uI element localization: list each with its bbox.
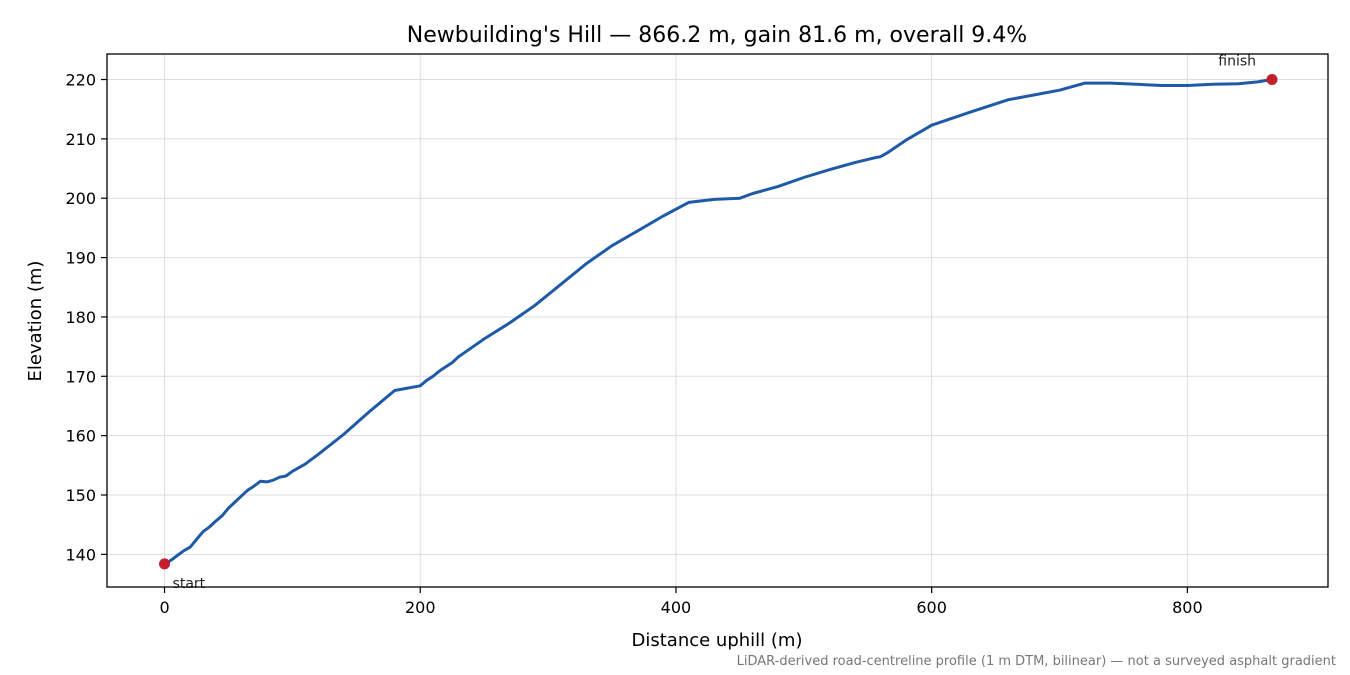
y-tick-label: 140: [65, 545, 96, 564]
y-tick-label: 190: [65, 249, 96, 268]
y-tick-label: 180: [65, 308, 96, 327]
series-layer: [163, 78, 1274, 566]
x-tick-label: 400: [661, 598, 692, 617]
y-tick-label: 200: [65, 189, 96, 208]
start-marker: [159, 558, 171, 570]
x-tick-label: 200: [405, 598, 436, 617]
x-tick-label: 0: [159, 598, 169, 617]
elevation-profile-line: [163, 78, 1274, 566]
axis-ticks: 0 200 400 600 800 140 150 160 170 180 190 200 210 220: [65, 71, 1202, 617]
finish-label: finish: [1218, 54, 1256, 70]
y-tick-label: 150: [65, 486, 96, 505]
start-label: start: [173, 576, 206, 592]
plot-frame: [106, 53, 1329, 588]
y-tick-label: 220: [65, 71, 96, 90]
x-tick-label: 600: [916, 598, 947, 617]
endpoint-markers: start finish: [159, 54, 1278, 592]
chart-title: Newbuilding's Hill — 866.2 m, gain 81.6 …: [407, 23, 1027, 48]
grid: [107, 54, 1328, 587]
footnote: LiDAR-derived road-centreline profile (1…: [737, 654, 1336, 669]
y-tick-label: 210: [65, 130, 96, 149]
x-tick-label: 800: [1172, 598, 1203, 617]
y-tick-label: 170: [65, 367, 96, 386]
finish-marker: [1266, 74, 1278, 86]
y-axis-label: Elevation (m): [25, 261, 46, 382]
x-axis-label: Distance uphill (m): [632, 630, 803, 651]
y-tick-label: 160: [65, 427, 96, 446]
